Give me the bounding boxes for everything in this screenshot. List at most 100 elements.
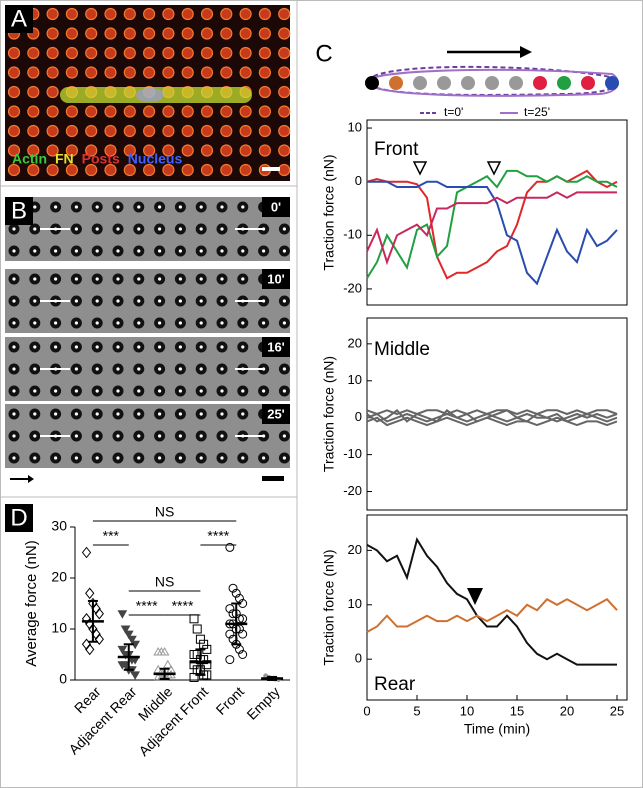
post [123, 27, 136, 40]
post [181, 144, 194, 157]
post-center [116, 249, 120, 253]
post [143, 27, 156, 40]
data-point [228, 583, 238, 593]
post-center [220, 299, 224, 303]
post-center [199, 367, 203, 371]
post-center [95, 227, 99, 231]
post-marker [557, 76, 571, 90]
post [162, 144, 175, 157]
post-center [241, 205, 245, 209]
post [220, 144, 233, 157]
post [278, 27, 291, 40]
time-label: 25' [267, 406, 285, 421]
x-tick-label: 0 [363, 703, 370, 718]
y-tick-label: -20 [343, 483, 362, 498]
post [65, 144, 79, 157]
post-center [282, 299, 286, 303]
post-center [116, 456, 120, 460]
post [220, 163, 233, 177]
post [200, 66, 214, 79]
event-marker [467, 588, 483, 605]
post-center [54, 249, 58, 253]
post-center [12, 434, 16, 438]
post-center [158, 227, 162, 231]
data-point [117, 645, 128, 655]
post [181, 27, 194, 40]
post-center [199, 345, 203, 349]
post-center [241, 321, 245, 325]
x-axis-label: Time (min) [464, 721, 530, 737]
x-tick-label: Front [213, 683, 247, 717]
post [258, 7, 271, 21]
post [65, 27, 79, 40]
y-tick-label: 0 [59, 671, 67, 687]
post [46, 66, 59, 79]
post-center [137, 456, 141, 460]
post-center [178, 367, 182, 371]
post [27, 46, 40, 60]
post [220, 105, 233, 118]
post-center [199, 434, 203, 438]
data-point [81, 546, 92, 559]
post [278, 124, 291, 138]
post-center [95, 412, 99, 416]
post [65, 66, 79, 79]
post-center [241, 412, 245, 416]
y-tick-label: 0 [355, 173, 362, 188]
post-center [116, 367, 120, 371]
post [85, 46, 98, 60]
post [239, 163, 252, 177]
post-center [137, 249, 141, 253]
post [85, 105, 98, 118]
post-center [220, 412, 224, 416]
post [46, 144, 59, 157]
post [258, 85, 271, 99]
post-center [199, 205, 203, 209]
post-center [12, 367, 16, 371]
post [65, 7, 79, 21]
y-axis-label: Traction force (nN) [321, 356, 337, 472]
post [200, 105, 214, 118]
post-center [74, 434, 78, 438]
post-center [116, 299, 120, 303]
post [46, 85, 59, 99]
channel-label: FN [55, 151, 74, 167]
data-point [117, 610, 128, 619]
post [278, 66, 291, 79]
post [220, 66, 233, 79]
post-marker [605, 76, 619, 90]
post-center [12, 227, 16, 231]
post-center [137, 299, 141, 303]
post-center [116, 389, 120, 393]
post-center [33, 412, 37, 416]
data-point [120, 661, 131, 670]
post [7, 124, 21, 138]
post-center [158, 456, 162, 460]
post [123, 105, 136, 118]
post [143, 105, 156, 118]
post [46, 27, 59, 40]
post-center [199, 277, 203, 281]
post-center [33, 456, 37, 460]
chart-title: Front [374, 139, 419, 160]
data-point [192, 624, 202, 634]
post [278, 144, 291, 157]
post-marker [461, 76, 475, 90]
post-center [74, 321, 78, 325]
data-point [231, 588, 241, 598]
post-center [220, 321, 224, 325]
data-point [195, 634, 205, 644]
time-label: 10' [267, 271, 285, 286]
post [258, 66, 271, 79]
post [200, 46, 214, 60]
post [46, 46, 59, 60]
data-point [123, 630, 134, 640]
scale-bar [262, 476, 284, 481]
post [239, 46, 252, 60]
post-center [158, 205, 162, 209]
panel-label-box [5, 5, 33, 33]
data-point [94, 607, 104, 620]
y-tick-label: 0 [355, 651, 362, 666]
post-center [178, 434, 182, 438]
post-center [241, 456, 245, 460]
